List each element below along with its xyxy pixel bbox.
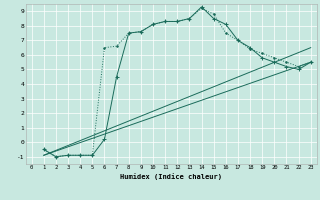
- X-axis label: Humidex (Indice chaleur): Humidex (Indice chaleur): [120, 173, 222, 180]
